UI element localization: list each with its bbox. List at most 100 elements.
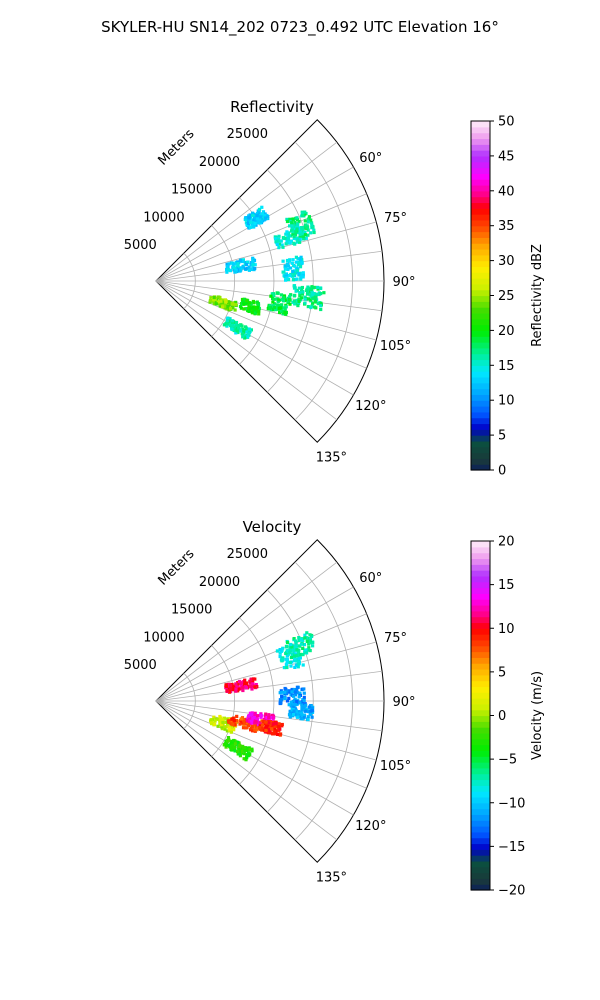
- colorbar-segment: [471, 581, 490, 589]
- echo-gate: [302, 706, 306, 710]
- echo-gate: [298, 701, 302, 705]
- echo-gate: [292, 709, 296, 713]
- echo-gate: [273, 729, 277, 733]
- colorbar-segment: [471, 698, 490, 705]
- echo-gate: [301, 234, 305, 238]
- echo-gate: [311, 293, 315, 297]
- echo-gate: [285, 217, 289, 221]
- echo-gate: [252, 712, 257, 716]
- echo-gate: [247, 216, 251, 220]
- echo-gate: [256, 714, 260, 718]
- echo-gate: [296, 225, 300, 229]
- echo-gate: [225, 321, 229, 325]
- echo-gate: [245, 260, 249, 264]
- echo-gate: [280, 243, 284, 247]
- echo-gate: [234, 687, 238, 691]
- echo-gate: [283, 308, 287, 312]
- echo-gate: [255, 716, 259, 721]
- colorbar-segment: [471, 417, 490, 425]
- echo-cluster: [266, 291, 293, 316]
- echo-gate: [291, 258, 295, 262]
- echo-cluster: [225, 256, 257, 274]
- echo-gate: [246, 335, 250, 339]
- echo-gate: [241, 688, 245, 693]
- colorbar-tick-label: −5: [498, 753, 517, 768]
- echo-gate: [250, 720, 254, 725]
- echo-gate: [242, 757, 246, 761]
- echo-gate: [295, 216, 299, 220]
- echo-gate: [299, 653, 303, 657]
- echo-gate: [251, 266, 255, 270]
- echo-gate: [234, 320, 239, 325]
- echo-gate: [307, 217, 311, 221]
- echo-gate: [244, 302, 248, 306]
- echo-gate: [303, 212, 307, 216]
- echo-gate: [259, 715, 263, 719]
- echo-gate: [227, 690, 232, 694]
- colorbar-segment: [471, 458, 490, 465]
- colorbar-segment: [471, 604, 490, 612]
- echo-gate: [298, 230, 302, 234]
- echo-gate: [252, 301, 256, 305]
- echo-gate: [316, 302, 320, 306]
- colorbar-segment: [471, 266, 490, 273]
- azimuth-gridline: [155, 561, 338, 702]
- range-tick-label: 15000: [171, 183, 212, 198]
- echo-gate: [301, 663, 305, 667]
- echo-gate: [294, 230, 298, 234]
- echo-gate: [288, 650, 292, 654]
- colorbar-segment: [471, 394, 490, 401]
- colorbar-segment: [471, 400, 490, 407]
- theta-tick-label: 135°: [316, 870, 347, 885]
- echo-gate: [289, 655, 293, 660]
- echo-gate: [305, 636, 309, 640]
- echo-gate: [288, 241, 292, 245]
- echo-gate: [212, 715, 216, 719]
- echo-gate: [301, 225, 305, 230]
- colorbar-segment: [471, 214, 490, 221]
- colorbar-segment: [471, 167, 490, 174]
- echo-gate: [306, 228, 310, 232]
- echo-gate: [294, 712, 298, 716]
- echo-gate: [292, 646, 296, 650]
- echo-gate: [279, 293, 284, 297]
- echo-gate: [285, 689, 289, 693]
- echo-gate: [251, 259, 255, 264]
- echo-gate: [305, 287, 309, 291]
- echo-cluster: [278, 685, 308, 707]
- velocity-panel: Velocity 60° 75° 90° 105° 120° 135° 5000 10000 15…: [124, 518, 545, 899]
- echo-gate: [273, 305, 277, 310]
- echo-gate: [305, 631, 309, 635]
- echo-gate: [285, 276, 289, 280]
- echo-gate: [271, 296, 275, 300]
- colorbar-segment: [471, 173, 490, 180]
- echo-gate: [274, 722, 278, 726]
- echo-gate: [234, 331, 238, 335]
- echo-gate: [229, 686, 233, 691]
- colorbar-tick-label: −20: [498, 884, 525, 899]
- colorbar-segment: [471, 423, 490, 430]
- azimuth-gridline: [155, 670, 383, 702]
- echo-gate: [222, 301, 226, 305]
- echo-cluster: [258, 719, 284, 737]
- echo-gate: [299, 277, 303, 281]
- echo-gate: [289, 704, 293, 708]
- echo-gate: [263, 216, 268, 220]
- echo-gate: [238, 304, 243, 309]
- echo-gate: [310, 221, 314, 225]
- echo-gate: [301, 271, 305, 275]
- echo-gate: [231, 306, 235, 310]
- echo-gate: [260, 723, 265, 727]
- colorbar-tick-label: 20: [498, 535, 515, 550]
- echo-gate: [228, 300, 232, 305]
- colorbar-segment: [471, 330, 490, 337]
- echo-gate: [293, 656, 297, 661]
- echo-gate: [311, 301, 315, 305]
- echo-gate: [209, 719, 213, 723]
- echo-gate: [290, 223, 294, 227]
- colorbar-segment: [471, 278, 490, 285]
- echo-gate: [234, 303, 238, 307]
- echo-gate: [295, 277, 299, 281]
- echo-gate: [228, 269, 232, 273]
